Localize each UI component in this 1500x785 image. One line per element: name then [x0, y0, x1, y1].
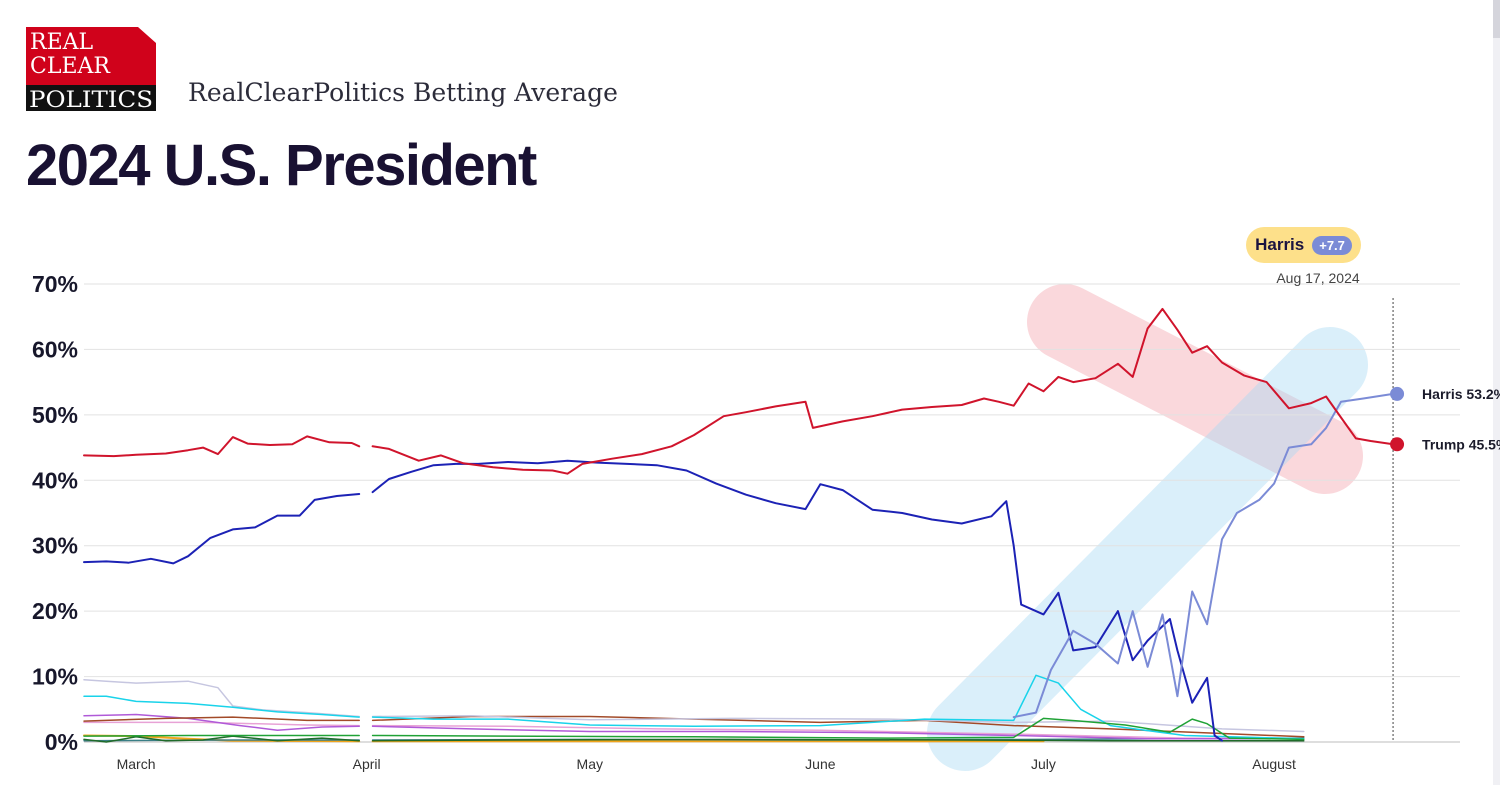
page-subtitle: RealClearPolitics Betting Average	[188, 78, 618, 107]
right-scroll-edge-cap	[1493, 0, 1500, 38]
svg-text:POLITICS: POLITICS	[29, 88, 153, 111]
leader-date: Aug 17, 2024	[1276, 270, 1360, 286]
svg-text:REAL: REAL	[30, 30, 94, 55]
y-tick-label: 30%	[32, 533, 78, 559]
series-line-darkgreen	[83, 735, 1305, 743]
trend-band-harris	[927, 327, 1368, 771]
y-tick-label: 60%	[32, 336, 78, 362]
x-tick-label: June	[805, 756, 836, 772]
series-line-biden	[83, 459, 1223, 742]
svg-text:CLEAR: CLEAR	[30, 54, 111, 79]
y-tick-label: 40%	[32, 467, 78, 493]
leader-name: Harris	[1255, 235, 1305, 254]
x-tick-label: March	[117, 756, 156, 772]
right-scroll-edge	[1493, 0, 1500, 785]
endpoint-marker	[1390, 437, 1405, 452]
rcp-logo: REAL CLEAR POLITICS	[26, 27, 156, 111]
leader-badge[interactable]: Harris +7.7	[1246, 227, 1361, 263]
endpoint-marker	[1390, 386, 1405, 401]
series-line-trump	[83, 307, 1395, 475]
leader-margin: +7.7	[1312, 235, 1352, 255]
x-tick-label: August	[1252, 756, 1296, 772]
page-title: 2024 U.S. President	[26, 133, 537, 198]
y-tick-label: 70%	[32, 271, 78, 297]
endpoint-label: Trump 45.5%	[1422, 436, 1500, 452]
y-tick-label: 10%	[32, 664, 78, 690]
endpoint-label: Harris 53.2%	[1422, 386, 1500, 402]
x-tick-label: April	[353, 756, 381, 772]
x-tick-label: July	[1031, 756, 1056, 772]
x-tick-label: May	[577, 756, 603, 772]
series-line-magenta	[83, 713, 1305, 740]
series-line-green	[83, 717, 1305, 741]
y-tick-label: 50%	[32, 402, 78, 428]
y-tick-label: 0%	[45, 729, 78, 755]
trend-band-trump	[1027, 284, 1363, 494]
series-line-harris	[1012, 392, 1395, 719]
series-line-lavender	[83, 679, 1305, 733]
y-tick-label: 20%	[32, 598, 78, 624]
